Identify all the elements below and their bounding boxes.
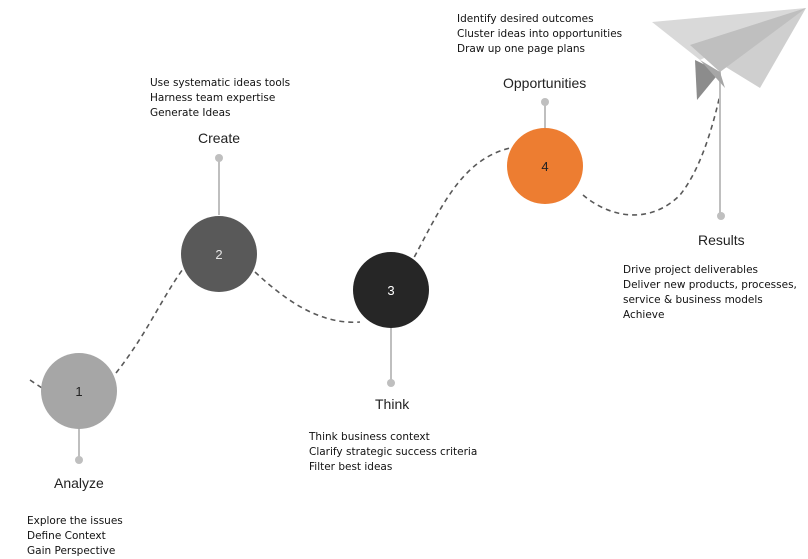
step-bullets-results: Drive project deliverables Deliver new p… — [623, 263, 797, 323]
step-title-create: Create — [198, 130, 241, 146]
bullet-item: service & business models — [623, 294, 763, 306]
connector-step-3 — [387, 328, 395, 387]
bullet-item: Harness team expertise — [150, 92, 276, 104]
step-circle-3: 3 — [353, 252, 429, 328]
bullet-item: Drive project deliverables — [623, 264, 759, 276]
step-title-analyze: Analyze — [54, 475, 104, 491]
step-title-opportunities: Opportunities — [503, 75, 587, 91]
bullet-item: Achieve — [623, 309, 665, 321]
bullet-item: Use systematic ideas tools — [150, 77, 291, 89]
bullet-item: Think business context — [309, 431, 430, 443]
step-number-4: 4 — [541, 159, 548, 174]
connector-step-4 — [541, 98, 549, 128]
step-bullets-opportunities: Identify desired outcomes Cluster ideas … — [457, 12, 622, 57]
step-bullets-analyze: Explore the issues Define Context Gain P… — [27, 514, 123, 559]
step-circle-1: 1 — [41, 353, 117, 429]
bullet-item: Define Context — [27, 530, 106, 542]
step-circle-2: 2 — [181, 216, 257, 292]
bullet-item: Explore the issues — [27, 515, 123, 527]
step-number-3: 3 — [387, 283, 394, 298]
bullet-item: Deliver new products, processes, — [623, 279, 797, 291]
bullet-item: Clarify strategic success criteria — [309, 446, 478, 458]
connector-step-1 — [75, 428, 83, 464]
step-bullets-think: Think business context Clarify strategic… — [309, 430, 477, 475]
bullet-item: Gain Perspective — [27, 545, 116, 557]
dashed-flight-path — [29, 94, 721, 389]
step-title-think: Think — [375, 396, 410, 412]
paper-plane-icon — [652, 8, 806, 100]
step-number-1: 1 — [75, 384, 82, 399]
bullet-item: Draw up one page plans — [457, 43, 585, 55]
bullet-item: Generate Ideas — [150, 107, 231, 119]
bullet-item: Identify desired outcomes — [457, 13, 594, 25]
step-title-results: Results — [698, 232, 745, 248]
step-circle-4: 4 — [507, 128, 583, 204]
bullet-item: Cluster ideas into opportunities — [457, 28, 623, 40]
step-bullets-create: Use systematic ideas tools Harness team … — [150, 76, 290, 121]
bullet-item: Filter best ideas — [309, 461, 393, 473]
step-number-2: 2 — [215, 247, 222, 262]
connector-step-2 — [215, 154, 223, 215]
